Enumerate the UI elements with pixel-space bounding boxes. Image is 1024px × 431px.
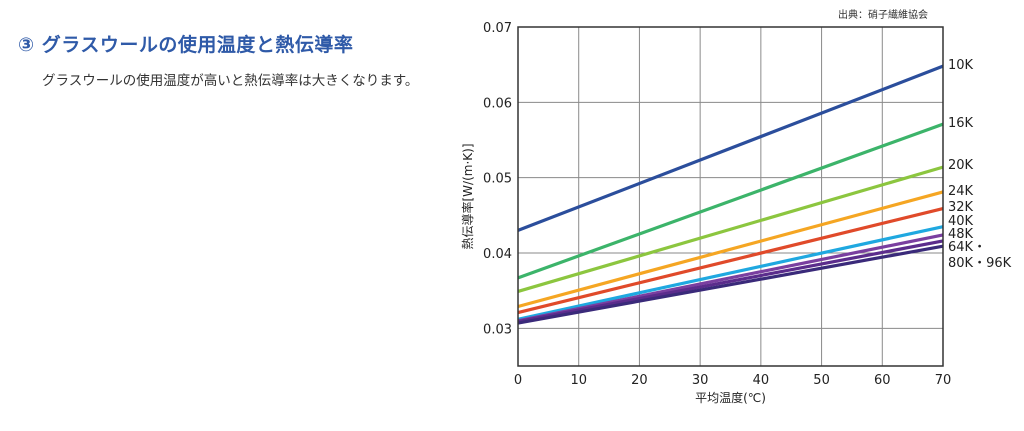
y-tick-label: 0.04 — [483, 247, 512, 262]
source-note: 出典：硝子繊維協会 — [838, 10, 928, 21]
series-line-16k — [517, 122, 944, 280]
chart-series — [517, 64, 944, 325]
series-line-10k — [517, 64, 944, 232]
x-tick-label: 30 — [692, 373, 709, 388]
series-line-40k — [517, 225, 944, 321]
series-line-20k — [517, 165, 944, 293]
series-label: 80K・96K — [948, 256, 1012, 271]
y-tick-label: 0.06 — [483, 96, 512, 111]
series-label: 64K・ — [948, 240, 986, 255]
series-line-80k-96k — [517, 244, 944, 325]
y-tick-label: 0.07 — [483, 21, 512, 36]
x-tick-label: 70 — [935, 373, 952, 388]
series-line-64k — [517, 239, 944, 324]
x-tick-label: 10 — [570, 373, 587, 388]
plot-frame — [517, 26, 944, 367]
series-label: 10K — [948, 58, 974, 73]
chart-grid — [517, 26, 944, 366]
series-label: 48K — [948, 227, 974, 242]
x-tick-label: 60 — [874, 373, 891, 388]
x-tick-label: 40 — [753, 373, 770, 388]
chart-ticks: 0 10 20 30 40 50 60 70 0.03 0.04 0.05 0.06 0.07 — [483, 21, 951, 388]
section-heading: ③ グラスウールの使用温度と熱伝導率 — [18, 34, 354, 56]
series-line-32k — [517, 206, 944, 315]
series-line-24k — [517, 190, 944, 309]
series-label: 32K — [948, 200, 974, 215]
series-label: 24K — [948, 184, 974, 199]
series-line-48k — [517, 233, 944, 323]
y-axis-label: 熱伝導率[W/(m·K)] — [460, 143, 475, 249]
series-label: 20K — [948, 158, 974, 173]
x-tick-label: 0 — [514, 373, 522, 388]
y-tick-label: 0.05 — [483, 172, 512, 187]
section-description: グラスウールの使用温度が高いと熱伝導率は大きくなります。 — [42, 73, 419, 89]
x-axis-label: 平均温度(℃) — [695, 390, 766, 405]
series-label: 16K — [948, 116, 974, 131]
y-tick-label: 0.03 — [483, 322, 512, 337]
x-tick-label: 50 — [813, 373, 830, 388]
x-tick-label: 20 — [631, 373, 648, 388]
series-label: 40K — [948, 214, 974, 229]
